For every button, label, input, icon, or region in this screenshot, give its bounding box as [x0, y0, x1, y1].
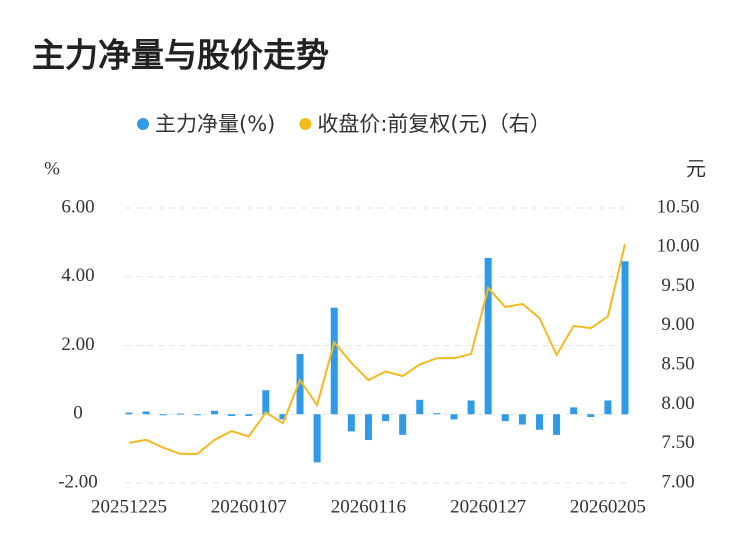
- bar: [535, 414, 543, 430]
- y-tick-label: 0: [73, 403, 83, 424]
- x-tick-label: 20260205: [570, 496, 646, 517]
- bar: [570, 407, 578, 415]
- x-tick-label: 20260127: [450, 496, 526, 517]
- bar: [433, 413, 441, 415]
- bar: [501, 414, 509, 422]
- bar: [382, 414, 390, 422]
- y-tick-label: 2.00: [61, 334, 94, 355]
- y2-tick-label: 9.50: [661, 275, 694, 296]
- y-axis-label: %: [44, 158, 60, 179]
- bar: [313, 414, 321, 463]
- bar: [518, 414, 526, 425]
- y2-tick-label: 8.00: [661, 393, 694, 414]
- bar: [364, 414, 372, 441]
- y2-tick-label: 10.50: [657, 196, 700, 217]
- bar: [621, 261, 629, 415]
- bar: [228, 414, 236, 416]
- bar: [587, 414, 595, 417]
- y2-tick-label: 9.00: [661, 314, 694, 335]
- bar: [553, 414, 561, 435]
- chart-title: 主力净量与股价走势: [32, 36, 329, 75]
- bar: [193, 414, 201, 416]
- bar: [484, 257, 492, 415]
- bar: [450, 414, 458, 420]
- x-tick-label: 20260107: [211, 496, 287, 517]
- bar: [142, 411, 150, 415]
- bar: [330, 307, 338, 415]
- legend-marker: [137, 118, 149, 130]
- y2-tick-label: 7.00: [661, 471, 694, 492]
- legend-marker: [299, 118, 312, 130]
- y2-tick-label: 10.00: [657, 236, 700, 257]
- bar: [125, 412, 133, 415]
- bar: [176, 413, 184, 415]
- legend-label: 收盘价:前复权(元)（右）: [317, 112, 550, 136]
- bar: [211, 410, 219, 415]
- y-tick-label: 6.00: [61, 196, 94, 217]
- bar: [416, 399, 424, 415]
- y-tick-label: -2.00: [58, 471, 98, 492]
- bar: [159, 414, 167, 416]
- bar: [296, 354, 304, 415]
- y2-axis-label: 元: [686, 157, 706, 181]
- x-tick-label: 20260116: [331, 496, 406, 517]
- bar: [467, 400, 475, 415]
- bar: [262, 390, 270, 415]
- x-tick-label: 20251225: [91, 496, 167, 517]
- bar: [347, 414, 355, 432]
- bar: [279, 414, 287, 420]
- y2-tick-label: 7.50: [661, 432, 694, 453]
- bar: [604, 400, 612, 415]
- bar: [399, 414, 407, 435]
- y2-tick-label: 8.50: [661, 354, 694, 375]
- legend-label: 主力净量(%): [155, 112, 275, 136]
- price-line: [128, 243, 626, 455]
- bar: [245, 414, 253, 416]
- y-tick-label: 4.00: [61, 265, 94, 286]
